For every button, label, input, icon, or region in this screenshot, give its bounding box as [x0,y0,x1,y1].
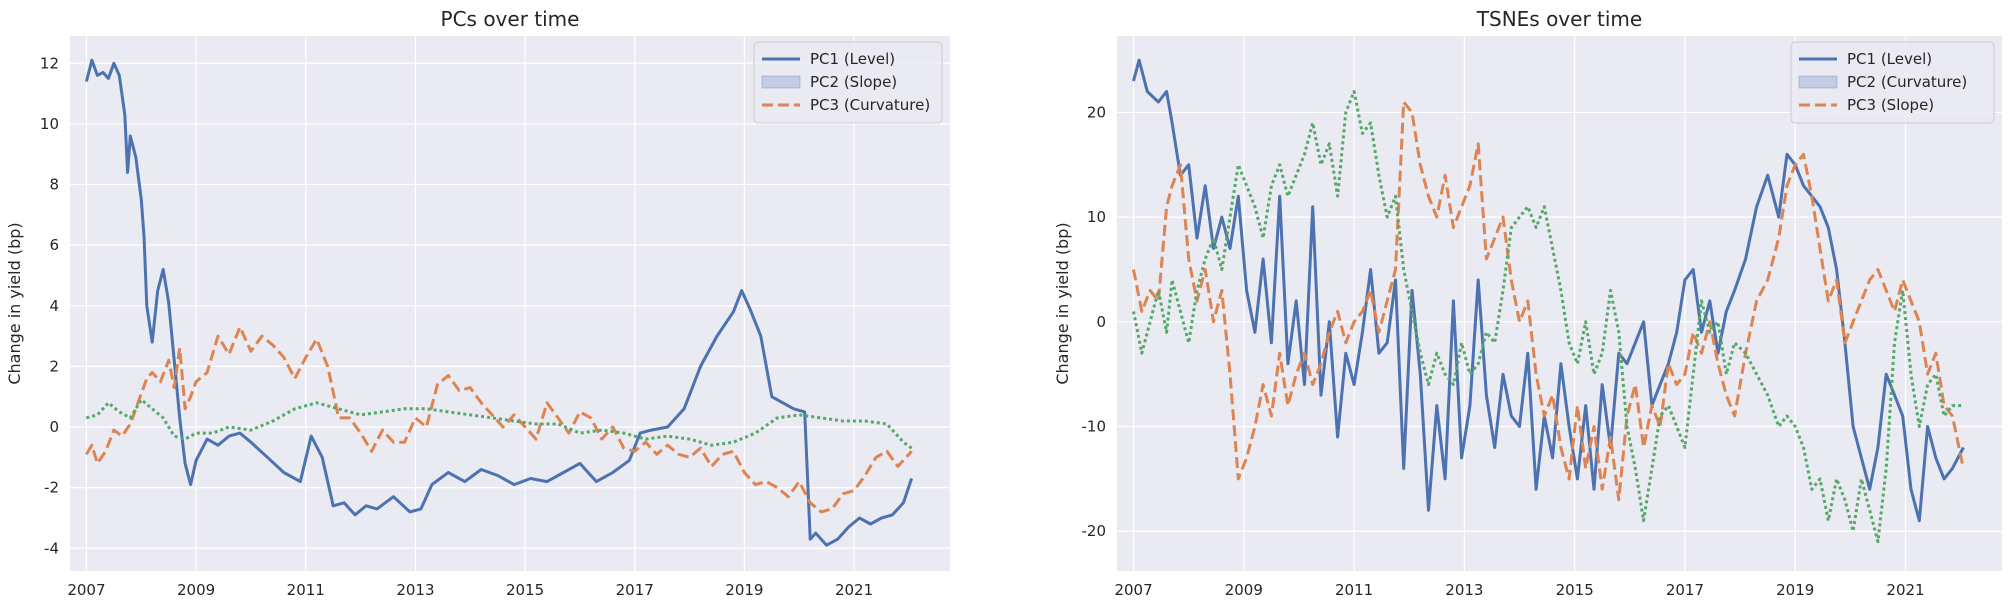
legend: PC1 (Level) PC2 (Curvature) PC3 (Slope) [1790,41,1995,124]
x-tick-label: 2011 [1335,581,1373,599]
plot-area [1117,36,2002,571]
legend-label: PC1 (Level) [1847,50,1932,68]
legend-box [1790,41,1995,124]
series-line-3 [86,398,913,450]
series-group [1132,58,1965,544]
x-tick-label: 2009 [177,581,215,599]
series-line-3 [1132,90,1964,544]
x-tick-label: 2013 [396,581,434,599]
series-line-1 [1132,58,1965,523]
x-tick-label: 2017 [1666,581,1704,599]
chart-title: TSNEs over time [1476,7,1642,31]
x-tick-label: 2015 [506,581,544,599]
y-tick-label: 0 [1096,313,1106,331]
x-tick-label: 2015 [1556,581,1594,599]
x-tick-label: 2019 [1776,581,1814,599]
chart-2: 2007 2009 2011 2013 2015 2017 2019 2021 -20 -10 0 1… [1053,7,2002,599]
y-tick-label: 10 [1087,208,1106,226]
y-tick-label: 2 [49,357,59,375]
y-tick-label: 6 [49,236,59,254]
x-tick-label: 2017 [616,581,654,599]
y-tick-label: 20 [1087,103,1106,121]
y-tick-label: -2 [44,479,59,497]
x-tick-label: 2021 [1886,581,1924,599]
x-tick-label: 2021 [835,581,873,599]
y-tick-label: 4 [49,297,59,315]
legend-patch [1798,75,1838,89]
x-tick-label: 2013 [1445,581,1483,599]
series-line-1 [84,58,914,547]
x-tick-label: 2007 [67,581,105,599]
legend-label: PC2 (Curvature) [1847,73,1967,91]
x-tick-label: 2009 [1225,581,1263,599]
y-tick-label: -10 [1082,418,1107,436]
y-tick-label: 8 [49,176,59,194]
chart-title: PCs over time [441,7,580,31]
y-axis-label: Change in yield (bp) [1053,222,1072,384]
y-tick-label: 0 [49,418,59,436]
y-tick-label: -4 [44,539,59,557]
x-tick-label: 2019 [725,581,763,599]
y-axis-label: Change in yield (bp) [5,222,24,384]
legend: PC1 (Level) PC2 (Slope) PC3 (Curvature) [753,41,943,124]
y-tick-label: -20 [1082,522,1107,540]
chart-1: 2007 2009 2011 2013 2015 2017 2019 2021 -4 -2 0 2 4 6… [5,7,950,599]
x-tick-label: 2007 [1114,581,1152,599]
series-line-2 [1132,100,1965,502]
legend-box [753,41,943,124]
legend-patch [761,75,801,89]
legend-label: PC2 (Slope) [810,73,897,91]
legend-label: PC3 (Slope) [1847,96,1934,114]
x-tick-label: 2011 [287,581,325,599]
legend-label: PC1 (Level) [810,50,895,68]
series-group [84,58,914,547]
series-line-2 [85,325,913,514]
legend-label: PC3 (Curvature) [810,96,930,114]
y-tick-label: 10 [40,115,59,133]
y-tick-label: 12 [40,54,59,72]
